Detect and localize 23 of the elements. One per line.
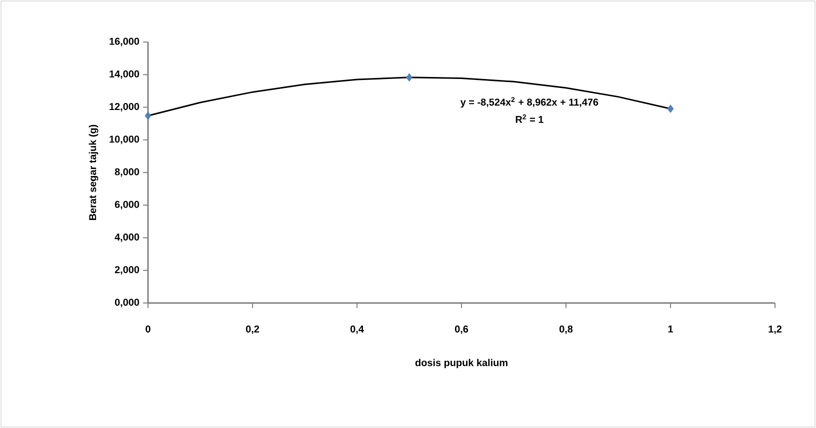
point xyxy=(406,73,412,82)
x-tick-label: 0,4 xyxy=(350,326,364,334)
y-tick-label: 10,000 xyxy=(110,136,140,144)
x-tick-label: 1,2 xyxy=(768,326,782,334)
point xyxy=(667,104,674,113)
y-axis-title: Berat segar tajuk (g) xyxy=(88,124,98,220)
x-tick-label: 0 xyxy=(146,326,150,333)
x-tick-label: 0,8 xyxy=(559,326,573,334)
y-tick-label: 4,000 xyxy=(114,234,140,242)
annotation: R$^{2}$ = 1 xyxy=(516,114,544,123)
x-tick-label: 0,6 xyxy=(454,326,468,334)
x-tick-label: 1 xyxy=(668,326,674,332)
y-tick-label: 6,000 xyxy=(114,200,140,210)
annotation: y = -8,524x$^{2}$ + 8,962x + 11,476 xyxy=(460,97,598,108)
y-tick-label: 2,000 xyxy=(114,266,140,275)
x-tick-label: 0,2 xyxy=(246,326,260,334)
y-tick-label: 0,000 xyxy=(114,298,140,308)
x-axis-title: dosis pupuk kalium xyxy=(415,358,508,368)
y-tick-label: 16,000 xyxy=(110,38,140,46)
y-tick-label: 14,000 xyxy=(110,70,140,79)
y-tick-label: 8,000 xyxy=(114,168,140,177)
y-tick-label: 12,000 xyxy=(110,103,140,112)
point xyxy=(144,112,152,120)
